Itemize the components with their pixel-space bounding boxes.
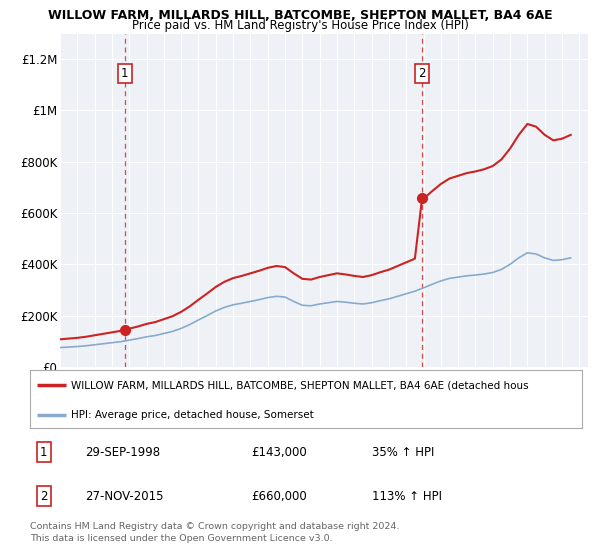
Text: 2: 2 xyxy=(418,67,426,80)
Text: 2: 2 xyxy=(40,490,47,503)
Text: £660,000: £660,000 xyxy=(251,490,307,503)
Text: 1: 1 xyxy=(121,67,128,80)
Text: 113% ↑ HPI: 113% ↑ HPI xyxy=(372,490,442,503)
Text: 27-NOV-2015: 27-NOV-2015 xyxy=(85,490,164,503)
Text: 35% ↑ HPI: 35% ↑ HPI xyxy=(372,446,434,459)
Text: WILLOW FARM, MILLARDS HILL, BATCOMBE, SHEPTON MALLET, BA4 6AE (detached hous: WILLOW FARM, MILLARDS HILL, BATCOMBE, SH… xyxy=(71,380,529,390)
Text: WILLOW FARM, MILLARDS HILL, BATCOMBE, SHEPTON MALLET, BA4 6AE: WILLOW FARM, MILLARDS HILL, BATCOMBE, SH… xyxy=(47,9,553,22)
Text: This data is licensed under the Open Government Licence v3.0.: This data is licensed under the Open Gov… xyxy=(30,534,332,543)
Text: 29-SEP-1998: 29-SEP-1998 xyxy=(85,446,160,459)
Text: Price paid vs. HM Land Registry's House Price Index (HPI): Price paid vs. HM Land Registry's House … xyxy=(131,19,469,32)
Text: £143,000: £143,000 xyxy=(251,446,307,459)
Text: 1: 1 xyxy=(40,446,47,459)
Text: HPI: Average price, detached house, Somerset: HPI: Average price, detached house, Some… xyxy=(71,410,314,420)
Text: Contains HM Land Registry data © Crown copyright and database right 2024.: Contains HM Land Registry data © Crown c… xyxy=(30,522,400,531)
